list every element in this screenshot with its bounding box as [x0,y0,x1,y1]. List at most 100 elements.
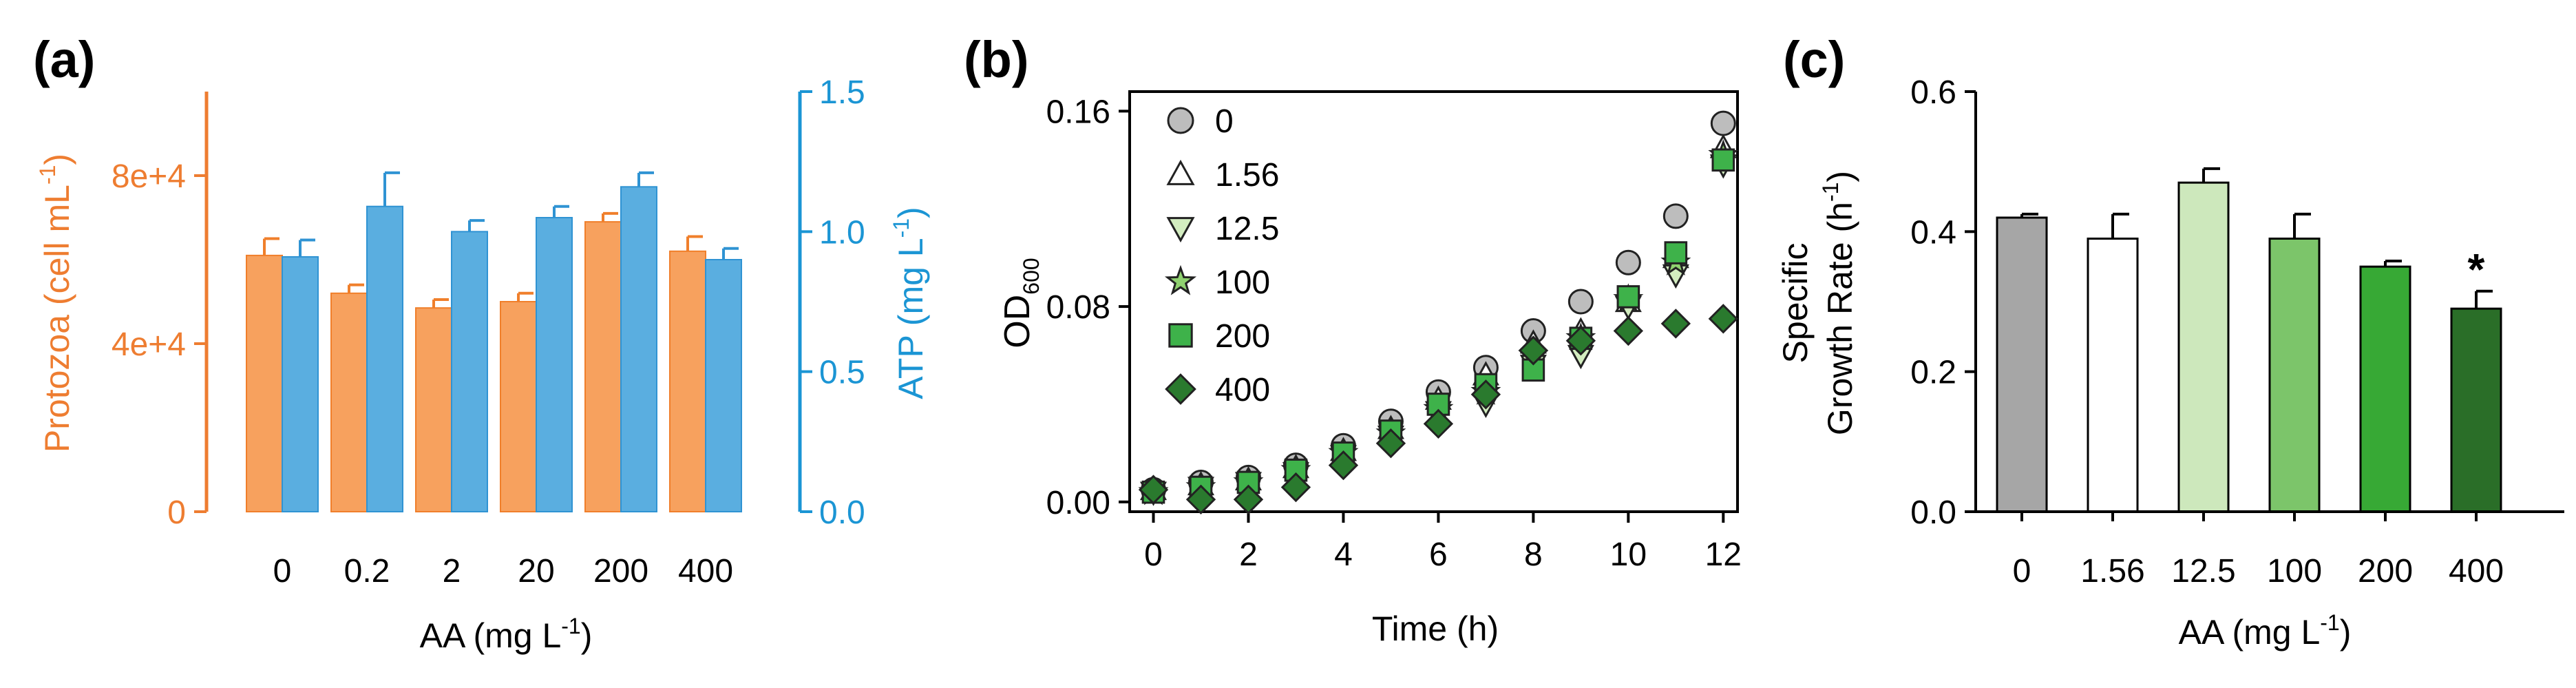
panel-c-label: (c) [1783,31,1845,88]
c-x-tick-label: 0 [2013,553,2031,590]
b-point-diamond [1565,326,1596,356]
c-y-title-line2: Growth Rate (h-1) [1818,171,1859,435]
c-x-title: AA (mg L-1) [2179,610,2352,651]
b-legend-marker [1166,217,1195,243]
a-x-tick-label: 20 [518,553,554,590]
b-legend-label: 400 [1215,372,1270,408]
c-bar [2359,265,2411,513]
b-point-diamond [1280,472,1311,503]
b-point-diamond [1233,484,1264,514]
a-x-tick-label: 200 [593,553,648,590]
c-x-tick-label: 12.5 [2171,553,2235,590]
panel-a-label: (a) [33,31,95,88]
b-point-circle [1662,203,1689,229]
a-y-right-title: ATP (mg L-1) [889,207,930,399]
a-x-tick-label: 0.2 [344,553,390,590]
b-legend-marker [1168,323,1193,348]
a-right-tick-label: 1.0 [819,214,865,251]
b-point-circle [1615,249,1641,275]
b-point-diamond [1470,379,1501,410]
a-x-tick-label: 0 [273,553,292,590]
a-atp-bar [451,231,488,512]
a-protozoa-bar [330,292,368,512]
b-point-diamond [1518,335,1549,366]
c-y-tick-label: 0.2 [1910,355,1956,391]
a-left-tick-label: 4e+4 [112,326,186,363]
c-x-tick-label: 400 [2449,553,2504,590]
b-point-diamond [1328,450,1359,481]
a-right-tick-label: 0.0 [819,494,865,531]
b-point-square [1616,285,1640,309]
b-x-tick-label: 12 [1705,536,1742,573]
b-y-tick-label: 0.08 [1046,289,1110,326]
a-atp-bar [536,217,573,512]
b-y-title: OD600 [997,258,1044,348]
c-bar [2268,238,2321,513]
c-y-tick-label: 0.4 [1910,214,1956,251]
b-point-diamond [1660,309,1691,339]
panel-c-chart: * 0.0 0.2 0.4 0.6 0 1.56 12.5 100 200 400 Specifi… [1776,74,2564,651]
b-y-tick-label: 0.16 [1046,94,1110,130]
a-right-tick-label: 1.5 [819,74,865,111]
b-x-tick-label: 0 [1144,536,1163,573]
c-bar [2450,307,2502,513]
a-x-title: AA (mg L-1) [420,614,593,655]
a-atp-bar [705,259,742,512]
b-point-diamond [1613,315,1644,346]
a-atp-bar [366,205,403,512]
c-x-tick-label: 100 [2267,553,2322,590]
b-x-tick-label: 4 [1334,536,1353,573]
c-x-tick-label: 1.56 [2080,553,2144,590]
c-significance-star: * [2468,244,2485,294]
c-bar [2087,238,2139,513]
panel-a-chart: 0 4e+4 8e+4 0.0 0.5 1.0 1.5 0 0.2 2 20 200 400 Pro… [35,74,930,655]
a-x-tick-label: 2 [443,553,461,590]
b-point-diamond [1185,484,1216,514]
panel-b-chart: 0 2 4 6 8 10 12 0.00 0.08 0.16 0 1.56 12.5 100 200 400… [997,90,1742,648]
a-right-tick-label: 0.5 [819,355,865,391]
a-y-left-title: Protozoa (cell mL-1) [35,154,76,452]
a-atp-bar [620,186,657,512]
b-point-square [1711,148,1735,172]
c-x-tick-label: 200 [2358,553,2413,590]
b-point-diamond [1708,304,1738,334]
b-legend-label: 0 [1215,103,1234,140]
b-x-title: Time (h) [1372,609,1499,648]
b-legend-marker [1165,373,1196,405]
a-protozoa-bar [246,254,283,512]
a-protozoa-bar [669,250,706,512]
b-x-tick-label: 2 [1239,536,1258,573]
b-legend-label: 100 [1215,264,1270,301]
c-bar [2177,181,2230,513]
a-left-tick-label: 0 [167,494,186,531]
b-legend-label: 1.56 [1215,157,1279,194]
b-legend-marker [1164,264,1197,295]
b-plot-frame [1128,90,1739,513]
b-legend-marker [1167,107,1194,134]
b-x-tick-label: 8 [1524,536,1543,573]
c-y-tick-label: 0.6 [1910,74,1956,111]
b-point-square [1664,241,1688,264]
b-legend-marker [1166,159,1195,185]
a-x-tick-label: 400 [678,553,733,590]
b-point-circle [1567,289,1594,315]
b-x-tick-label: 6 [1429,536,1448,573]
c-bar [1996,216,2048,513]
c-y-title-line1: Specific [1776,242,1815,363]
b-point-diamond [1423,408,1454,439]
a-protozoa-bar [415,307,452,512]
b-legend-label: 200 [1215,318,1270,355]
panel-b-label: (b) [964,31,1029,88]
b-y-tick-label: 0.00 [1046,485,1110,521]
b-point-circle [1710,110,1736,136]
a-protozoa-bar [584,221,622,512]
b-point-diamond [1138,475,1169,505]
a-protozoa-bar [500,301,537,512]
a-atp-bar [282,256,319,512]
b-legend-label: 12.5 [1215,211,1279,247]
b-x-tick-label: 10 [1610,536,1647,573]
a-left-tick-label: 8e+4 [112,158,186,195]
b-point-diamond [1375,428,1406,459]
c-y-tick-label: 0.0 [1910,494,1956,531]
